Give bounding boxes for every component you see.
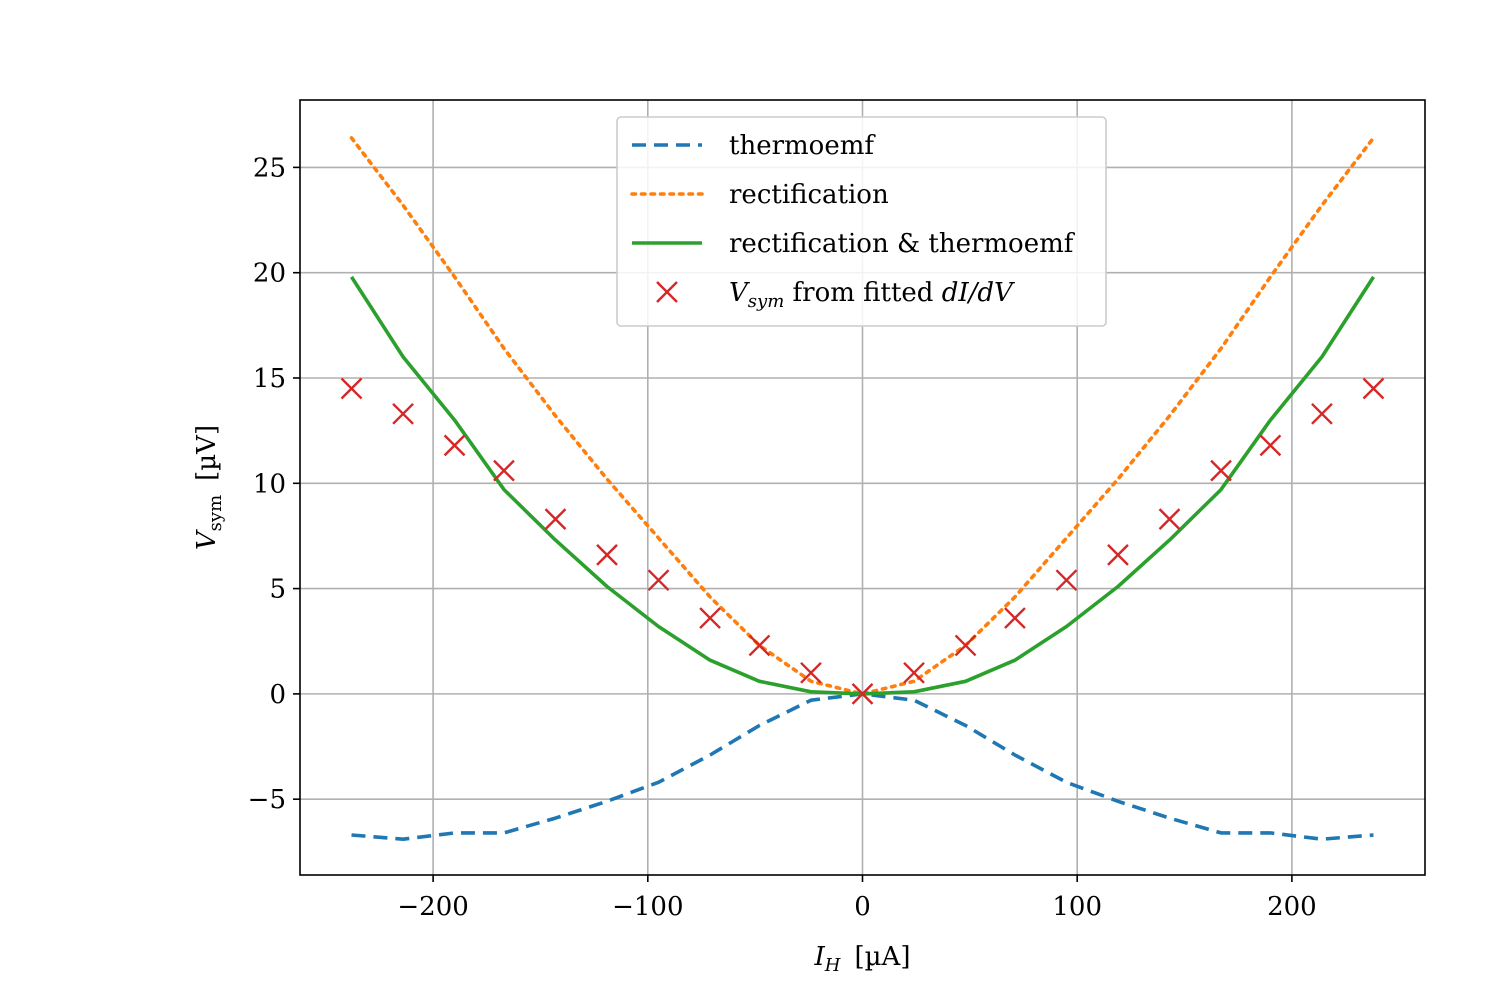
legend-label-thermoemf: thermoemf: [729, 131, 876, 161]
y-tick-label: 5: [269, 575, 286, 605]
legend-label-vsym: Vsym from fitted dI/dV: [729, 278, 1015, 312]
y-axis-label-sub: sym: [205, 495, 226, 531]
legend-label-rectification: rectification: [729, 180, 889, 210]
vsym-marker: [954, 634, 977, 657]
x-axis-label: IH [µA]: [814, 942, 911, 976]
vsym-marker: [443, 434, 466, 457]
legend-box: [616, 116, 1107, 327]
legend-vsym-sub: sym: [748, 291, 784, 312]
y-tick-label: 15: [253, 364, 286, 394]
y-tick-label: −5: [248, 785, 286, 815]
x-tick-label: −200: [397, 892, 468, 922]
legend-vsym-main: V: [729, 278, 750, 308]
vsym-marker: [1158, 508, 1181, 530]
x-axis-label-sub: H: [824, 955, 841, 976]
x-tick-label: 100: [1052, 892, 1102, 922]
vsym-marker: [1004, 607, 1026, 629]
vsym-marker: [493, 459, 515, 482]
vsym-marker: [340, 377, 363, 400]
x-tick-label: −100: [612, 892, 683, 922]
vsym-marker: [544, 508, 567, 530]
y-tick-label: 0: [269, 680, 286, 710]
y-tick-label: 10: [253, 469, 286, 499]
x-axis-label-unit: [µA]: [855, 942, 911, 972]
vsym-marker: [1055, 569, 1078, 592]
y-axis-label-unit: [µV]: [192, 425, 222, 481]
vsym-marker: [1311, 402, 1333, 425]
vsym-marker: [1259, 434, 1282, 457]
x-tick-label: 0: [854, 892, 871, 922]
x-axis-label-main: I: [814, 942, 826, 972]
ticks: −200 −100 0 100 200 −5 0 5 10 15 20 25: [248, 153, 1317, 922]
vsym-marker: [647, 569, 670, 592]
vsym-marker: [748, 634, 771, 657]
legend-vsym-italic-end: dI/dV: [942, 278, 1015, 308]
y-axis-label: Vsym [µV]: [192, 425, 226, 550]
y-tick-label: 25: [253, 153, 286, 183]
legend: thermoemf rectification rectification & …: [616, 116, 1107, 327]
vsym-marker: [1362, 377, 1385, 400]
legend-vsym-rest: from fitted: [784, 278, 941, 308]
vsym-marker: [1210, 459, 1232, 482]
vsym-marker: [699, 607, 721, 629]
vsym-marker: [392, 402, 414, 425]
vsym-marker: [903, 661, 925, 684]
legend-marker-vsym: [656, 281, 678, 303]
y-tick-label: 20: [253, 259, 286, 289]
legend-label-rectification-thermoemf: rectification & thermoemf: [729, 229, 1076, 259]
y-axis-label-main: V: [192, 529, 222, 550]
vsym-marker: [851, 683, 874, 705]
series-layer: [340, 136, 1385, 842]
x-tick-label: 200: [1267, 892, 1317, 922]
vsym-marker: [800, 661, 822, 684]
vsym-marker: [1107, 544, 1129, 566]
vsym-marker: [596, 544, 618, 566]
